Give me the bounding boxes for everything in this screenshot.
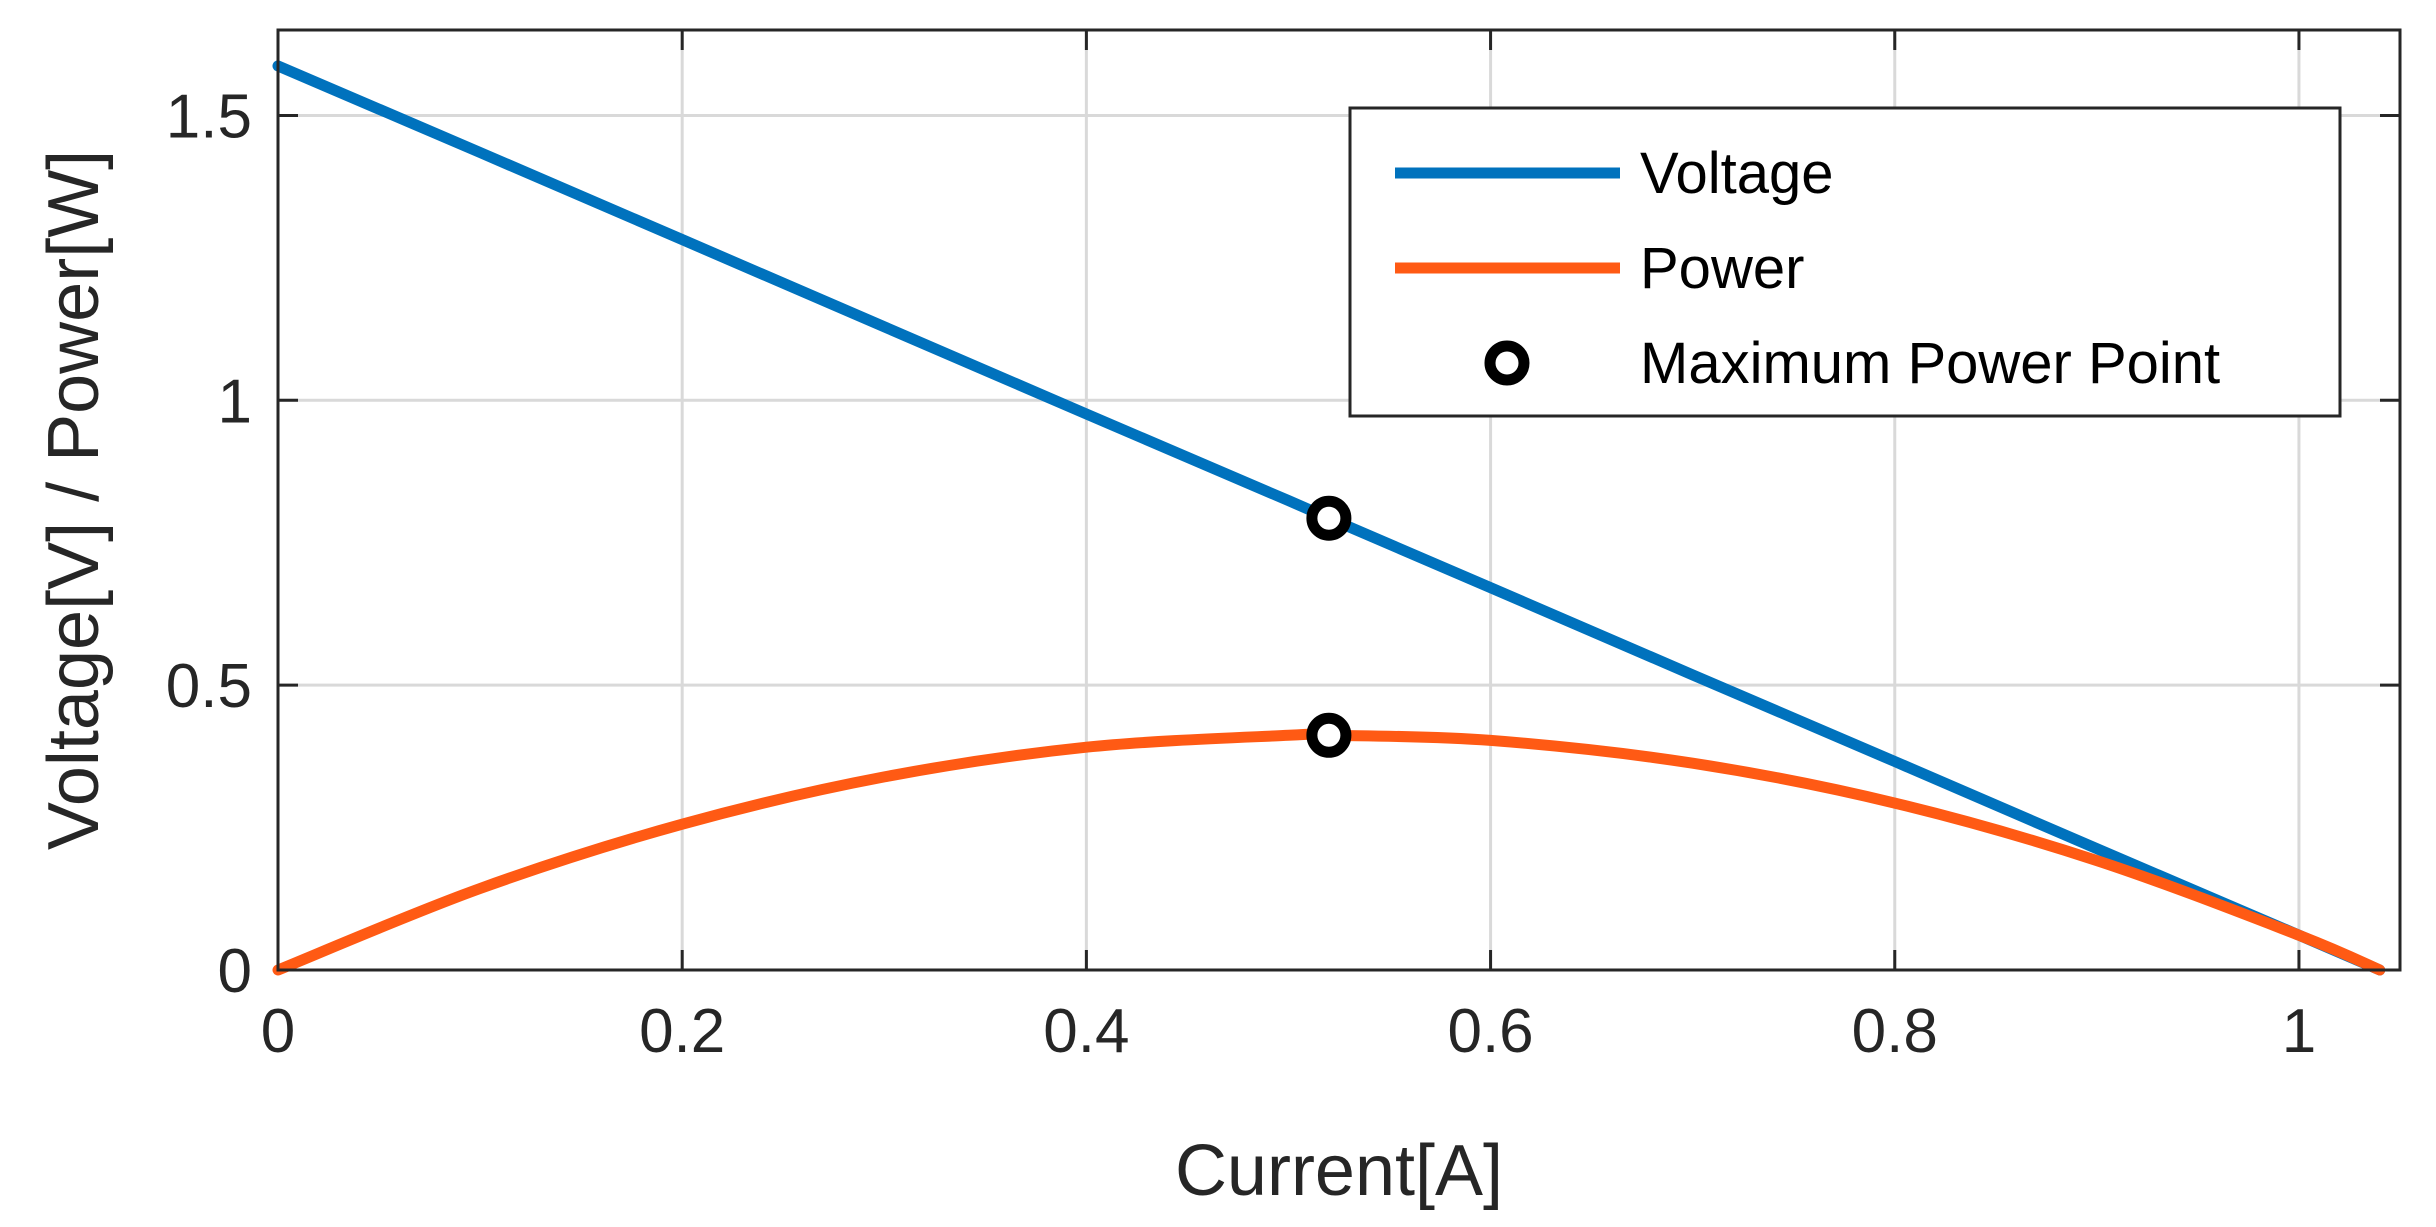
series-line-power (272, 728, 2386, 976)
x-axis-label: Current[A] (1175, 1131, 1503, 1211)
y-tick-label-0: 0 (218, 937, 252, 1006)
x-tick-label-2: 0.4 (1043, 997, 1129, 1066)
y-tick-label-2: 1 (218, 367, 252, 436)
x-tick-label-5: 1 (2282, 997, 2316, 1066)
x-tick-label-1: 0.2 (639, 997, 725, 1066)
x-tick-label-4: 0.8 (1852, 997, 1938, 1066)
max-power-point-marker-1 (1306, 712, 1352, 758)
legend-layer: Voltage Power Maximum Power Point (1348, 106, 2342, 418)
plot-frame (276, 28, 2402, 972)
x-tick-label-3: 0.6 (1447, 997, 1533, 1066)
series-layer (272, 60, 2386, 976)
y-axis-label: Voltage[V] / Power[W] (34, 150, 114, 850)
label-layer: 0 0.2 0.4 0.6 0.8 1 0 0.5 1 1.5 Current[A] Voltage[… (34, 82, 2316, 1211)
y-tick-label-3: 1.5 (166, 82, 252, 151)
y-tick-label-1: 0.5 (166, 652, 252, 721)
legend-label-power: Power (1640, 236, 1804, 301)
legend-label-voltage: Voltage (1640, 141, 1834, 206)
x-tick-label-0: 0 (261, 997, 295, 1066)
max-power-point-marker-0 (1306, 495, 1352, 541)
legend-label-maximum-power-point: Maximum Power Point (1640, 331, 2220, 396)
legend-marker-max-power-point (1484, 340, 1530, 386)
axes-layer (276, 28, 2402, 972)
